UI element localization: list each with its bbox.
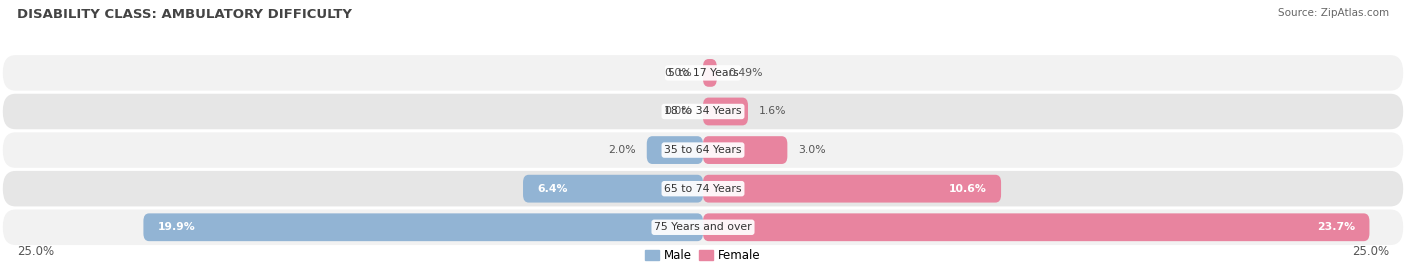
FancyBboxPatch shape [647, 136, 703, 164]
FancyBboxPatch shape [3, 171, 1403, 206]
Text: 0.0%: 0.0% [664, 68, 692, 78]
FancyBboxPatch shape [143, 213, 703, 241]
Text: 25.0%: 25.0% [17, 245, 53, 258]
Text: 23.7%: 23.7% [1317, 222, 1355, 232]
Text: 2.0%: 2.0% [607, 145, 636, 155]
Text: 65 to 74 Years: 65 to 74 Years [664, 184, 742, 194]
Text: Source: ZipAtlas.com: Source: ZipAtlas.com [1278, 8, 1389, 18]
Legend: Male, Female: Male, Female [645, 249, 761, 262]
FancyBboxPatch shape [3, 55, 1403, 91]
Text: 19.9%: 19.9% [157, 222, 195, 232]
Text: 3.0%: 3.0% [799, 145, 827, 155]
FancyBboxPatch shape [703, 213, 1369, 241]
Text: 6.4%: 6.4% [537, 184, 568, 194]
Text: 1.6%: 1.6% [759, 106, 787, 117]
Text: 0.0%: 0.0% [664, 106, 692, 117]
FancyBboxPatch shape [3, 94, 1403, 129]
FancyBboxPatch shape [703, 136, 787, 164]
Text: 75 Years and over: 75 Years and over [654, 222, 752, 232]
FancyBboxPatch shape [703, 59, 717, 87]
Text: 25.0%: 25.0% [1353, 245, 1389, 258]
Text: DISABILITY CLASS: AMBULATORY DIFFICULTY: DISABILITY CLASS: AMBULATORY DIFFICULTY [17, 8, 352, 21]
FancyBboxPatch shape [703, 98, 748, 125]
FancyBboxPatch shape [3, 210, 1403, 245]
Text: 0.49%: 0.49% [728, 68, 762, 78]
Text: 10.6%: 10.6% [949, 184, 987, 194]
FancyBboxPatch shape [3, 132, 1403, 168]
FancyBboxPatch shape [703, 175, 1001, 203]
Text: 35 to 64 Years: 35 to 64 Years [664, 145, 742, 155]
FancyBboxPatch shape [523, 175, 703, 203]
Text: 18 to 34 Years: 18 to 34 Years [664, 106, 742, 117]
Text: 5 to 17 Years: 5 to 17 Years [668, 68, 738, 78]
